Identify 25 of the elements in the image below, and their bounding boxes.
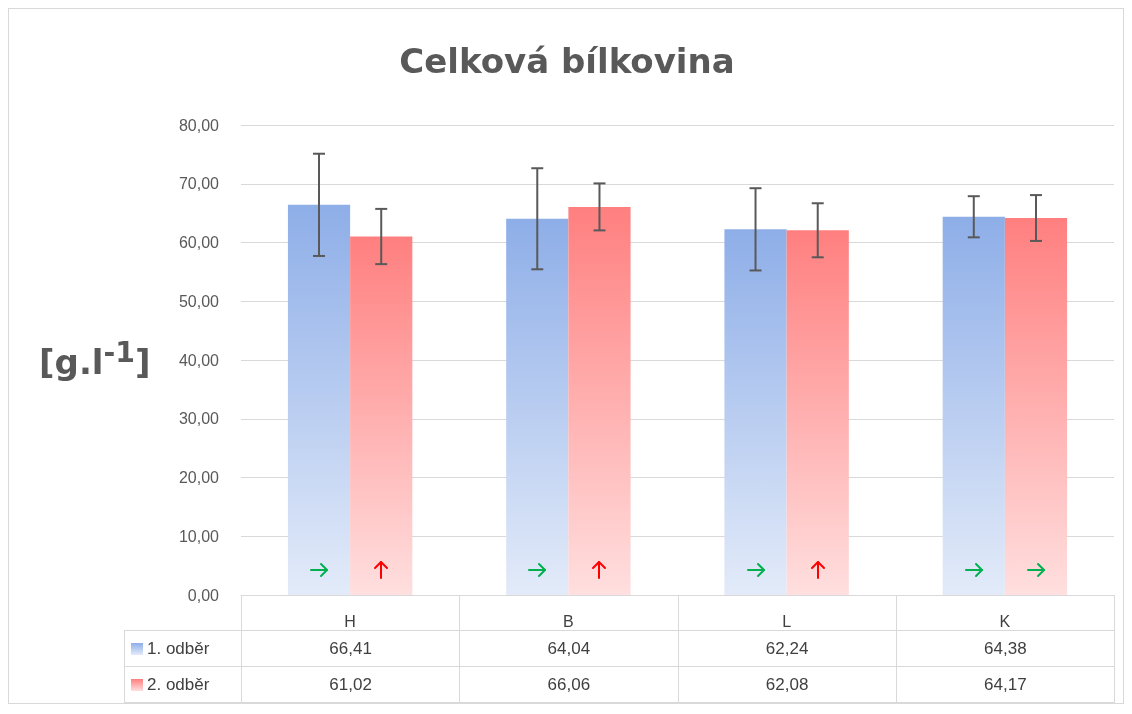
x-tick-label: B — [563, 612, 574, 630]
x-tick-label: L — [782, 612, 792, 630]
data-label: 66,41 — [241, 630, 461, 667]
data-label: 61,02 — [241, 666, 461, 703]
data-label: 62,24 — [677, 630, 897, 667]
y-tick-label: 60,00 — [178, 234, 220, 251]
y-tick-label: 20,00 — [178, 469, 220, 486]
x-tick-label: H — [344, 612, 356, 630]
y-tick-label: 50,00 — [178, 292, 220, 310]
data-label: 64,38 — [895, 630, 1115, 667]
y-tick-label: 70,00 — [178, 175, 220, 193]
chart-title: Celková bílkovina — [399, 41, 735, 81]
y-tick-label: 80,00 — [178, 116, 220, 134]
y-tick-label: 10,00 — [178, 527, 220, 545]
legend-label: 1. odběr — [147, 638, 210, 659]
y-tick-label: 40,00 — [178, 351, 220, 369]
data-label: 64,04 — [459, 630, 679, 667]
data-label: 62,08 — [677, 666, 897, 703]
data-label: 66,06 — [459, 666, 679, 703]
legend-label: 2. odběr — [147, 674, 210, 695]
data-label: 64,17 — [895, 666, 1115, 703]
y-axis-title: [g.l$^{-1}$] — [39, 336, 151, 383]
y-tick-label: 0,00 — [187, 586, 220, 604]
y-tick-label: 30,00 — [178, 410, 220, 428]
x-tick-label: K — [999, 612, 1011, 630]
